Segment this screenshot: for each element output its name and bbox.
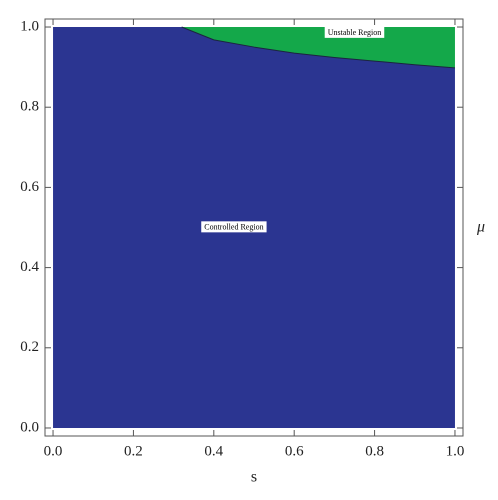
x-axis-label: s — [251, 469, 257, 486]
boundary-curve — [181, 26, 456, 69]
x-tick-label: 0.0 — [44, 443, 63, 459]
region-label-box — [201, 221, 267, 233]
y-tick-label: 1.0 — [20, 18, 39, 34]
x-tick-label: 0.6 — [285, 443, 304, 459]
x-tick-label: 1.0 — [446, 443, 465, 459]
y-axis-label: μ — [476, 219, 485, 236]
region-label-box — [324, 26, 385, 38]
y-tick-label: 0.6 — [20, 179, 39, 195]
x-tick-label: 0.4 — [204, 443, 223, 459]
region-label: Unstable Region — [328, 28, 382, 37]
x-tick-label: 0.8 — [365, 443, 384, 459]
y-tick-label: 0.0 — [20, 419, 39, 435]
y-tick-label: 0.2 — [20, 339, 39, 355]
y-tick-label: 0.4 — [20, 259, 39, 275]
region-area — [181, 27, 455, 68]
y-tick-label: 0.8 — [20, 99, 39, 115]
region-label: Controlled Region — [204, 222, 263, 231]
x-tick-label: 0.2 — [124, 443, 143, 459]
plot-frame — [44, 18, 464, 437]
